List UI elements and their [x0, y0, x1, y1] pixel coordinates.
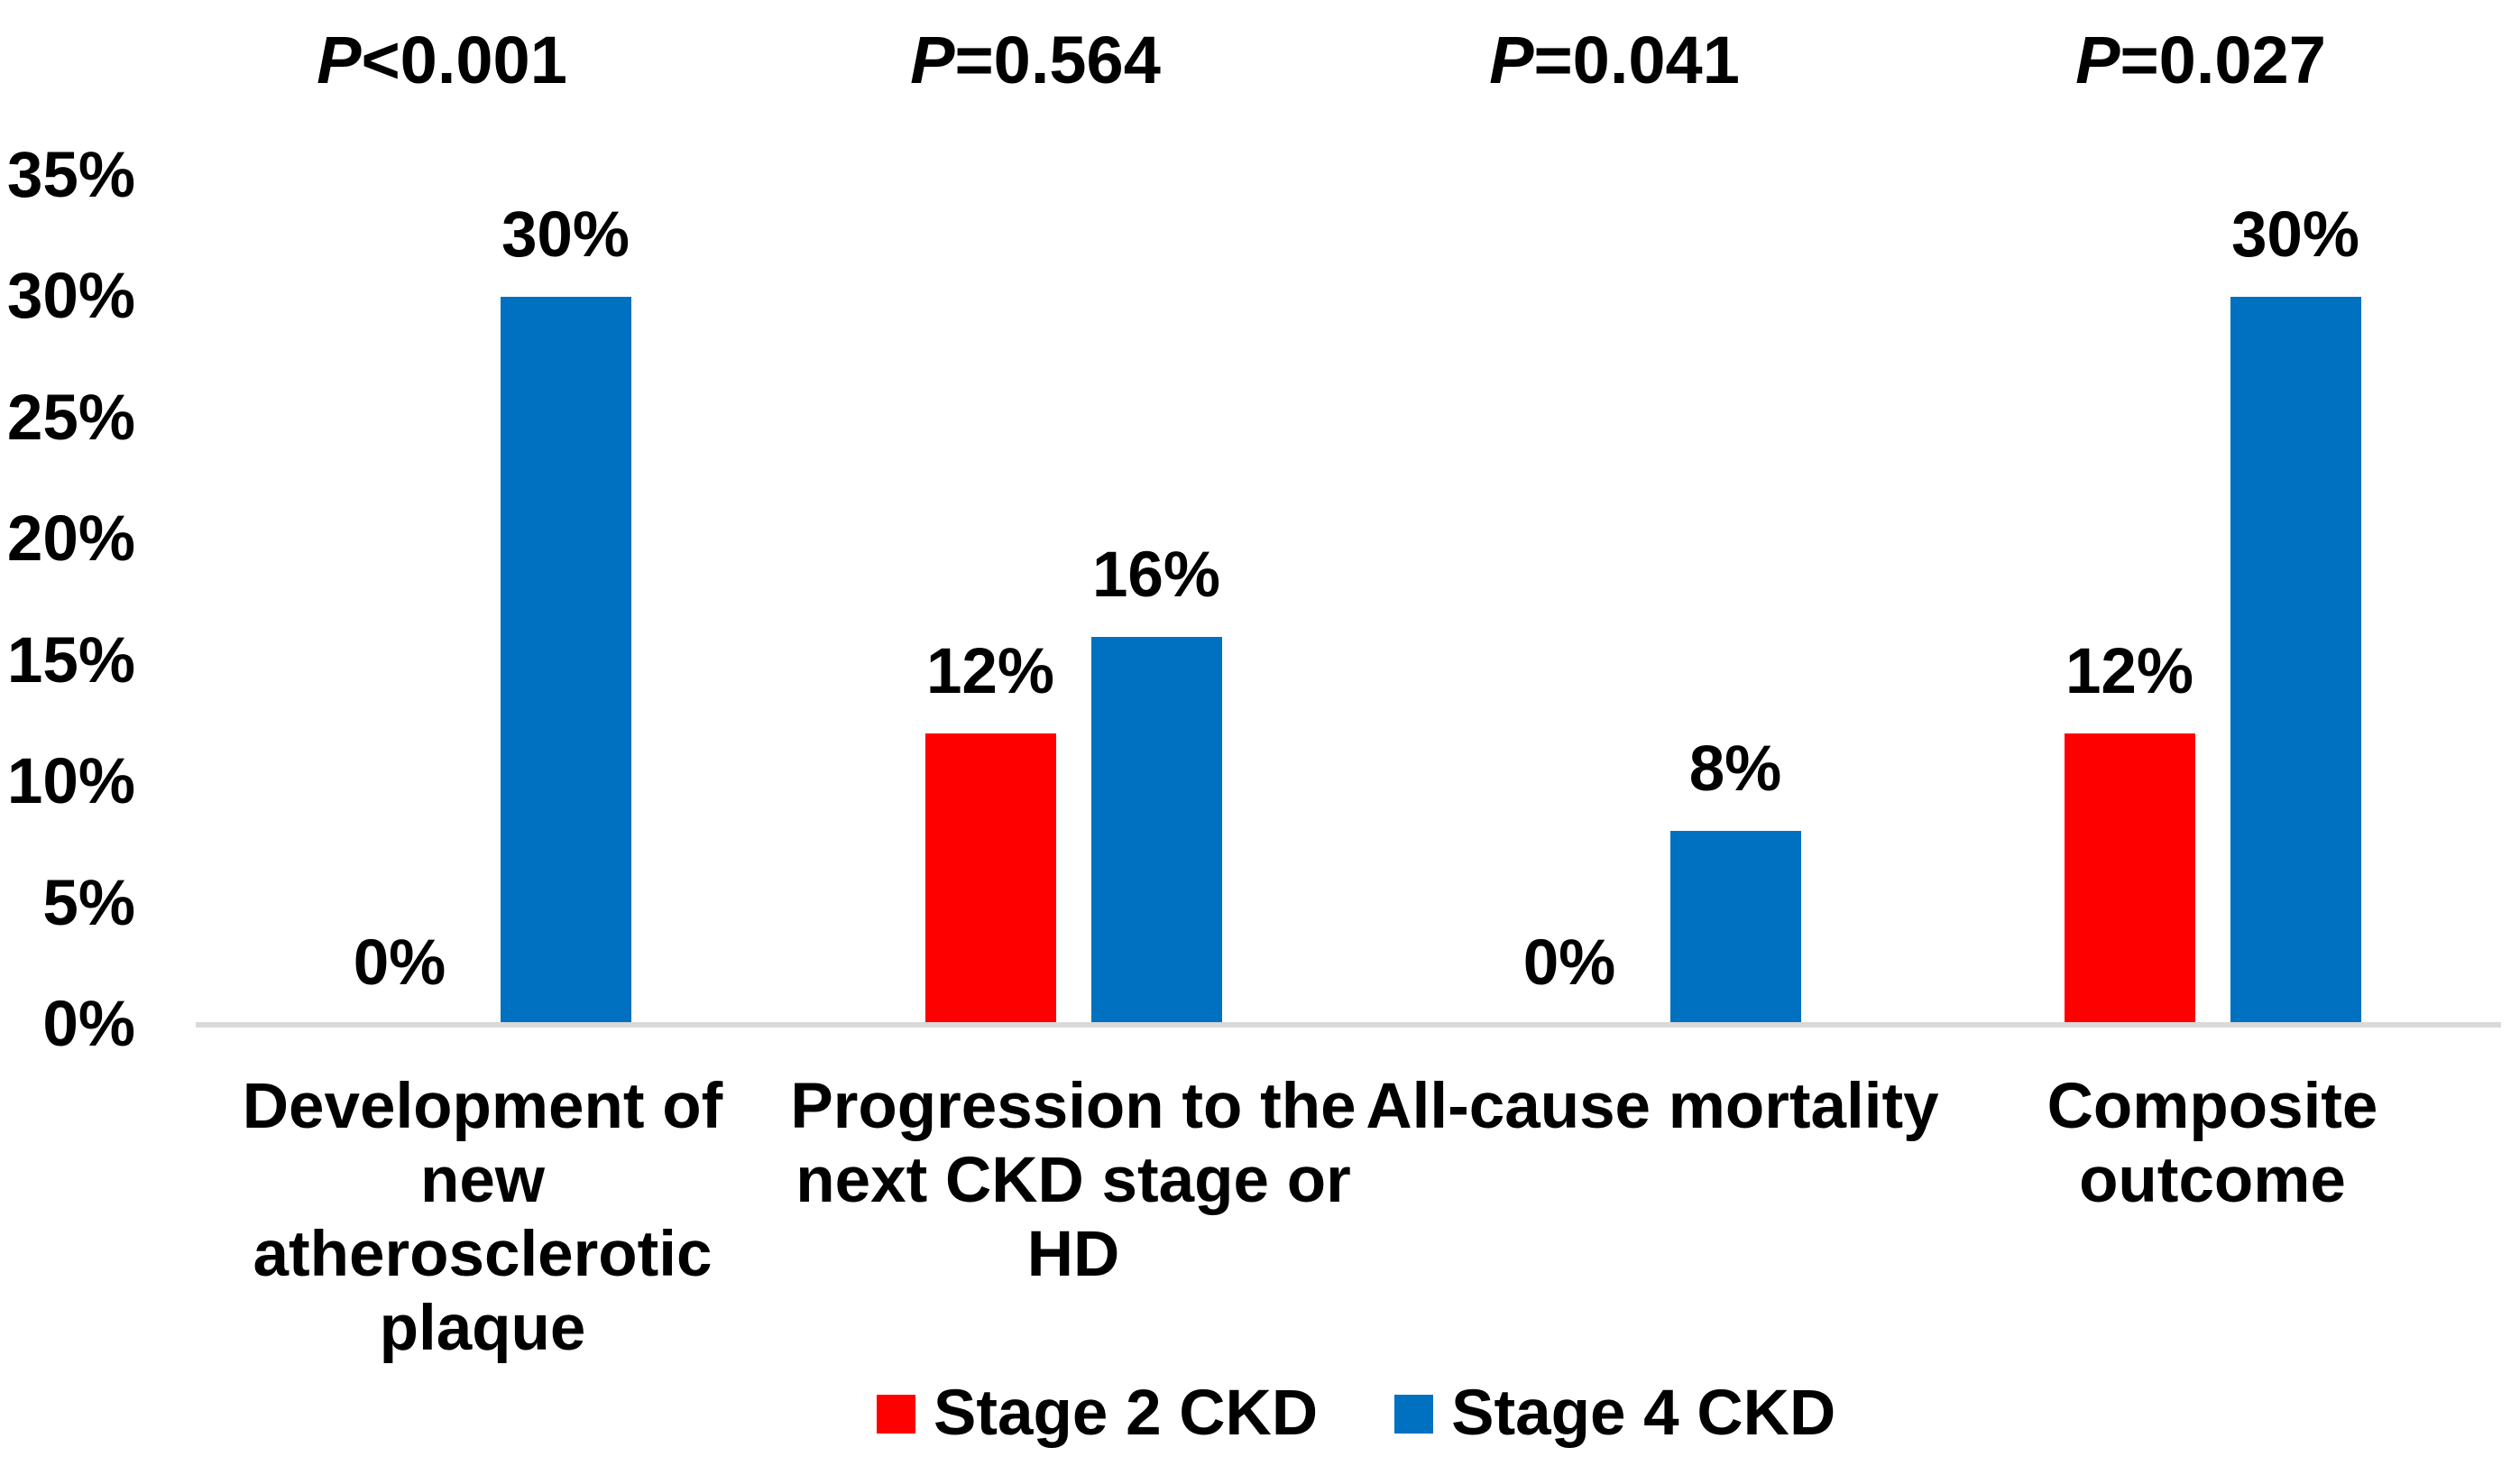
category-label-line: Progression to the: [790, 1071, 1357, 1142]
chart-legend: Stage 2 CKD Stage 4 CKD: [877, 1375, 1835, 1452]
p-value-label: P=0.564: [756, 22, 1315, 99]
y-axis-tick-label: 20%: [6, 503, 135, 575]
p-value-text: =0.027: [2120, 23, 2326, 97]
y-axis-tick-label: 0%: [42, 989, 135, 1060]
category-label-line: All-cause mortality: [1366, 1071, 1939, 1142]
data-label: 12%: [2065, 636, 2194, 707]
data-label: 16%: [1091, 539, 1221, 611]
category-label-group-2: Progression to the next CKD stage or HD: [767, 1070, 1380, 1292]
legend-swatch: [1394, 1394, 1434, 1434]
category-label-line: plaque: [379, 1293, 586, 1364]
y-axis-tick-label: 25%: [6, 382, 135, 454]
y-axis-tick-label: 5%: [42, 867, 135, 939]
y-axis-tick-label: 30%: [6, 261, 135, 332]
p-symbol: P: [910, 23, 955, 97]
category-label-line: Composite outcome: [2046, 1071, 2378, 1216]
category-label-group-3: All-cause mortality: [1346, 1070, 1959, 1144]
p-symbol: P: [2075, 23, 2120, 97]
p-value-label: P=0.041: [1335, 22, 1894, 99]
data-label: 8%: [1688, 733, 1782, 805]
y-axis-tick-label: 10%: [6, 746, 135, 817]
legend-label: Stage 2 CKD: [934, 1378, 1319, 1449]
p-symbol: P: [1489, 23, 1534, 97]
category-label-line: Development of new: [242, 1071, 723, 1216]
p-value-text: =0.564: [954, 23, 1161, 97]
data-label: 30%: [2230, 199, 2360, 271]
legend-item-stage-4-ckd: Stage 4 CKD: [1394, 1377, 1835, 1451]
y-axis-tick-label: 35%: [6, 139, 135, 211]
category-label-group-4: Composite outcome: [1906, 1070, 2519, 1218]
bar-stage-4-ckd-group-4: [2230, 297, 2361, 1025]
bar-stage-4-ckd-group-2: [1090, 637, 1222, 1025]
legend-label: Stage 4 CKD: [1451, 1378, 1836, 1449]
bar-stage-4-ckd-group-1: [500, 297, 631, 1025]
p-value-label: P<0.001: [162, 22, 722, 99]
p-value-text: <0.001: [361, 23, 567, 97]
data-label: 30%: [501, 199, 630, 271]
p-symbol: P: [317, 23, 362, 97]
legend-swatch: [877, 1394, 915, 1434]
category-label-group-1: Development of new atherosclerotic plaque: [176, 1070, 789, 1366]
x-axis-line: [196, 1022, 2501, 1028]
category-label-line: next CKD stage or HD: [796, 1145, 1351, 1290]
data-label: 12%: [925, 636, 1055, 707]
data-label: 0%: [353, 927, 446, 999]
legend-item-stage-2-ckd: Stage 2 CKD: [877, 1377, 1318, 1451]
data-label: 0%: [1522, 927, 1616, 999]
p-value-text: =0.041: [1533, 23, 1740, 97]
y-axis-tick-label: 15%: [6, 624, 135, 696]
bar-stage-2-ckd-group-4: [2064, 733, 2195, 1025]
bar-stage-2-ckd-group-2: [924, 733, 1056, 1025]
category-label-line: atherosclerotic: [253, 1219, 713, 1290]
p-value-label: P=0.027: [1921, 22, 2480, 99]
bar-stage-4-ckd-group-3: [1669, 831, 1801, 1025]
